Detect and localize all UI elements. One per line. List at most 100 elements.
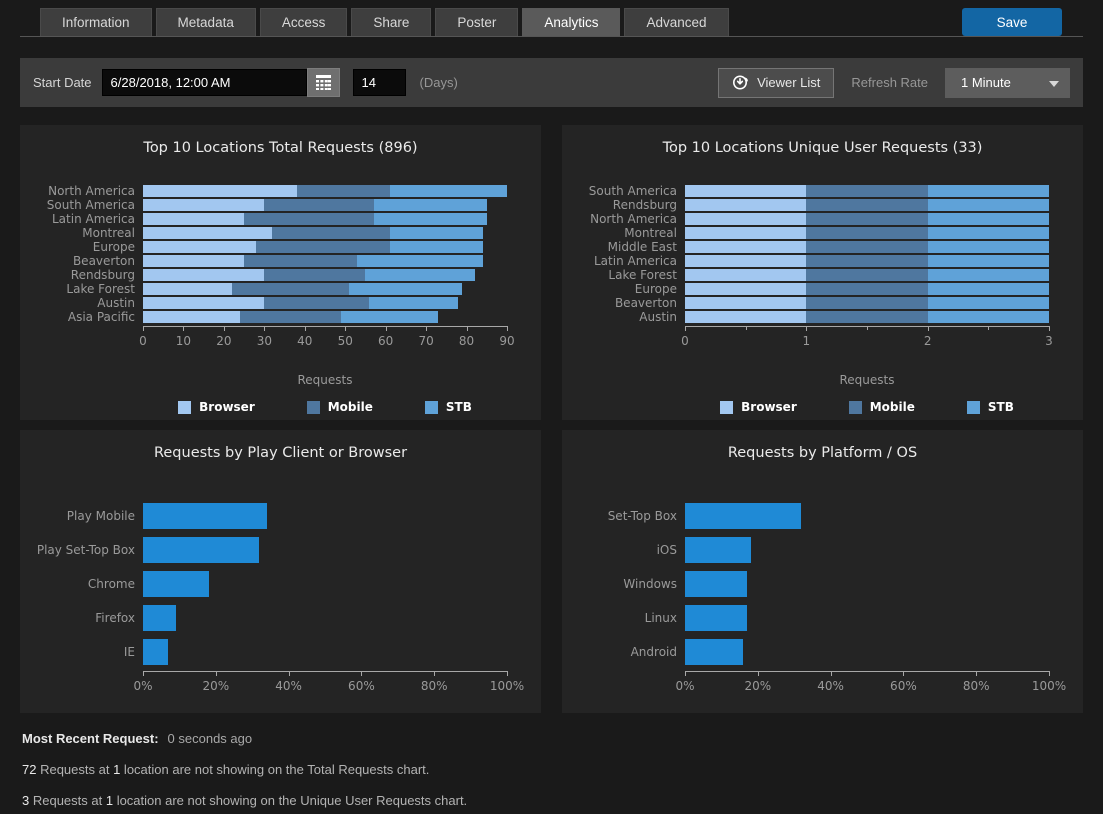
axis-tick-label: 1 <box>802 334 811 348</box>
tab-metadata[interactable]: Metadata <box>155 8 256 36</box>
bar-segment-stb <box>373 213 487 225</box>
legend-label: STB <box>987 400 1014 414</box>
axis-tick-label: 60 <box>378 334 394 348</box>
bar-segment-browser <box>685 269 807 281</box>
category-label: Lake Forest <box>608 268 677 282</box>
chart-row: Play Mobile <box>20 499 507 533</box>
axis-tick-label: 100% <box>489 679 525 693</box>
chart-row: Beaverton <box>20 254 507 268</box>
legend-item-stb: STB <box>966 400 1014 414</box>
legend-item-stb: STB <box>424 400 472 414</box>
category-label: Asia Pacific <box>67 310 135 324</box>
most-recent-request-line: Most Recent Request: 0 seconds ago <box>22 731 252 746</box>
category-label: Austin <box>97 296 135 310</box>
bar-segment-browser <box>685 283 807 295</box>
category-label: South America <box>588 184 677 198</box>
bar-track <box>685 571 1049 597</box>
tab-share[interactable]: Share <box>351 8 432 36</box>
legend-item-mobile: Mobile <box>306 400 373 414</box>
bar-segment-stb <box>389 227 483 239</box>
viewer-list-button[interactable]: Viewer List <box>718 67 835 98</box>
axis-tick-label: 0% <box>133 679 153 693</box>
bar-segment-stb <box>365 269 475 281</box>
bar-segment-browser <box>143 311 241 323</box>
axis-tick-label: 80% <box>420 679 448 693</box>
category-label: Beaverton <box>614 296 677 310</box>
start-date-input[interactable] <box>101 69 307 96</box>
axis-tick-label: 20% <box>202 679 230 693</box>
bar-segment-browser <box>685 185 807 197</box>
bar-track <box>685 255 1049 267</box>
most-recent-request-label: Most Recent Request: <box>22 731 159 746</box>
axis-tick-mark <box>903 671 905 676</box>
chart-legend: Browser Mobile STB <box>685 400 1049 414</box>
tab-advanced[interactable]: Advanced <box>624 8 729 36</box>
bar <box>143 605 176 631</box>
legend-label: Mobile <box>327 400 373 414</box>
axis-tick-label: 70 <box>418 334 434 348</box>
chart-row: Asia Pacific <box>20 310 507 324</box>
bar <box>143 639 169 665</box>
bar-segment-browser <box>143 199 265 211</box>
chart-row: Lake Forest <box>562 268 1049 282</box>
refresh-rate-label: Refresh Rate <box>851 75 928 90</box>
axis-tick-mark <box>507 671 508 676</box>
chart-plot-area: Play Mobile Play Set-Top Box Chrome Firefox… <box>20 499 541 693</box>
category-label: Windows <box>623 577 677 591</box>
chart-plot-area: Set-Top Box iOS Windows Linux Android 0% 20% 40… <box>562 499 1083 693</box>
bar-segment-mobile <box>806 311 928 323</box>
bar-segment-mobile <box>806 269 928 281</box>
bar-segment-stb <box>927 269 1049 281</box>
axis-tick-label: 2 <box>923 334 932 348</box>
bar <box>685 571 747 597</box>
tab-divider <box>20 36 1083 37</box>
tab-access[interactable]: Access <box>259 8 348 36</box>
category-label: IE <box>123 645 135 659</box>
axis-tick-label: 80 <box>458 334 475 348</box>
chart-row: Firefox <box>20 601 507 635</box>
axis-tick-mark <box>507 326 508 331</box>
bar-segment-mobile <box>806 241 928 253</box>
category-label: Latin America <box>594 254 677 268</box>
category-label: Play Set-Top Box <box>36 543 135 557</box>
bar-track <box>685 283 1049 295</box>
bar-segment-mobile <box>806 283 928 295</box>
chart-title: Top 10 Locations Unique User Requests (3… <box>662 140 983 156</box>
axis-tick-mark <box>143 326 144 331</box>
tab-poster[interactable]: Poster <box>435 8 519 36</box>
bar-track <box>143 227 507 239</box>
bar <box>685 537 751 563</box>
chart-legend: Browser Mobile STB <box>143 400 507 414</box>
chart-row: Beaverton <box>562 296 1049 310</box>
refresh-rate-dropdown[interactable]: 1 Minute <box>945 67 1070 98</box>
days-input[interactable] <box>352 69 406 96</box>
tab-bar: Information Metadata Access Share Poster… <box>40 8 729 36</box>
bar-segment-stb <box>927 241 1049 253</box>
axis-tick-mark <box>685 671 686 676</box>
legend-label: Mobile <box>869 400 915 414</box>
legend-item-browser: Browser <box>178 400 255 414</box>
axis-tick-label: 3 <box>1045 334 1053 348</box>
axis-tick-mark <box>830 671 832 676</box>
bar-segment-stb <box>927 283 1049 295</box>
tab-information[interactable]: Information <box>40 8 152 36</box>
chart-row: Latin America <box>562 254 1049 268</box>
axis-tick-mark <box>345 326 347 331</box>
save-button[interactable]: Save <box>962 8 1062 36</box>
category-label: Chrome <box>87 577 135 591</box>
bar-segment-browser <box>143 297 265 309</box>
axis-tick-label: 20% <box>744 679 772 693</box>
bar-segment-browser <box>685 213 807 225</box>
bar-segment-browser <box>143 227 273 239</box>
bar-track <box>685 639 1049 665</box>
tab-analytics[interactable]: Analytics <box>522 8 621 36</box>
axis-tick-mark <box>223 326 225 331</box>
most-recent-request-value: 0 seconds ago <box>167 731 253 746</box>
calendar-button[interactable] <box>306 68 340 97</box>
axis-tick-mark <box>143 671 144 676</box>
axis-tick-label: 40 <box>297 334 313 348</box>
category-label: Firefox <box>95 611 135 625</box>
days-label: (Days) <box>419 75 458 90</box>
unique-user-requests-note: 3 Requests at 1 location are not showing… <box>22 793 468 808</box>
